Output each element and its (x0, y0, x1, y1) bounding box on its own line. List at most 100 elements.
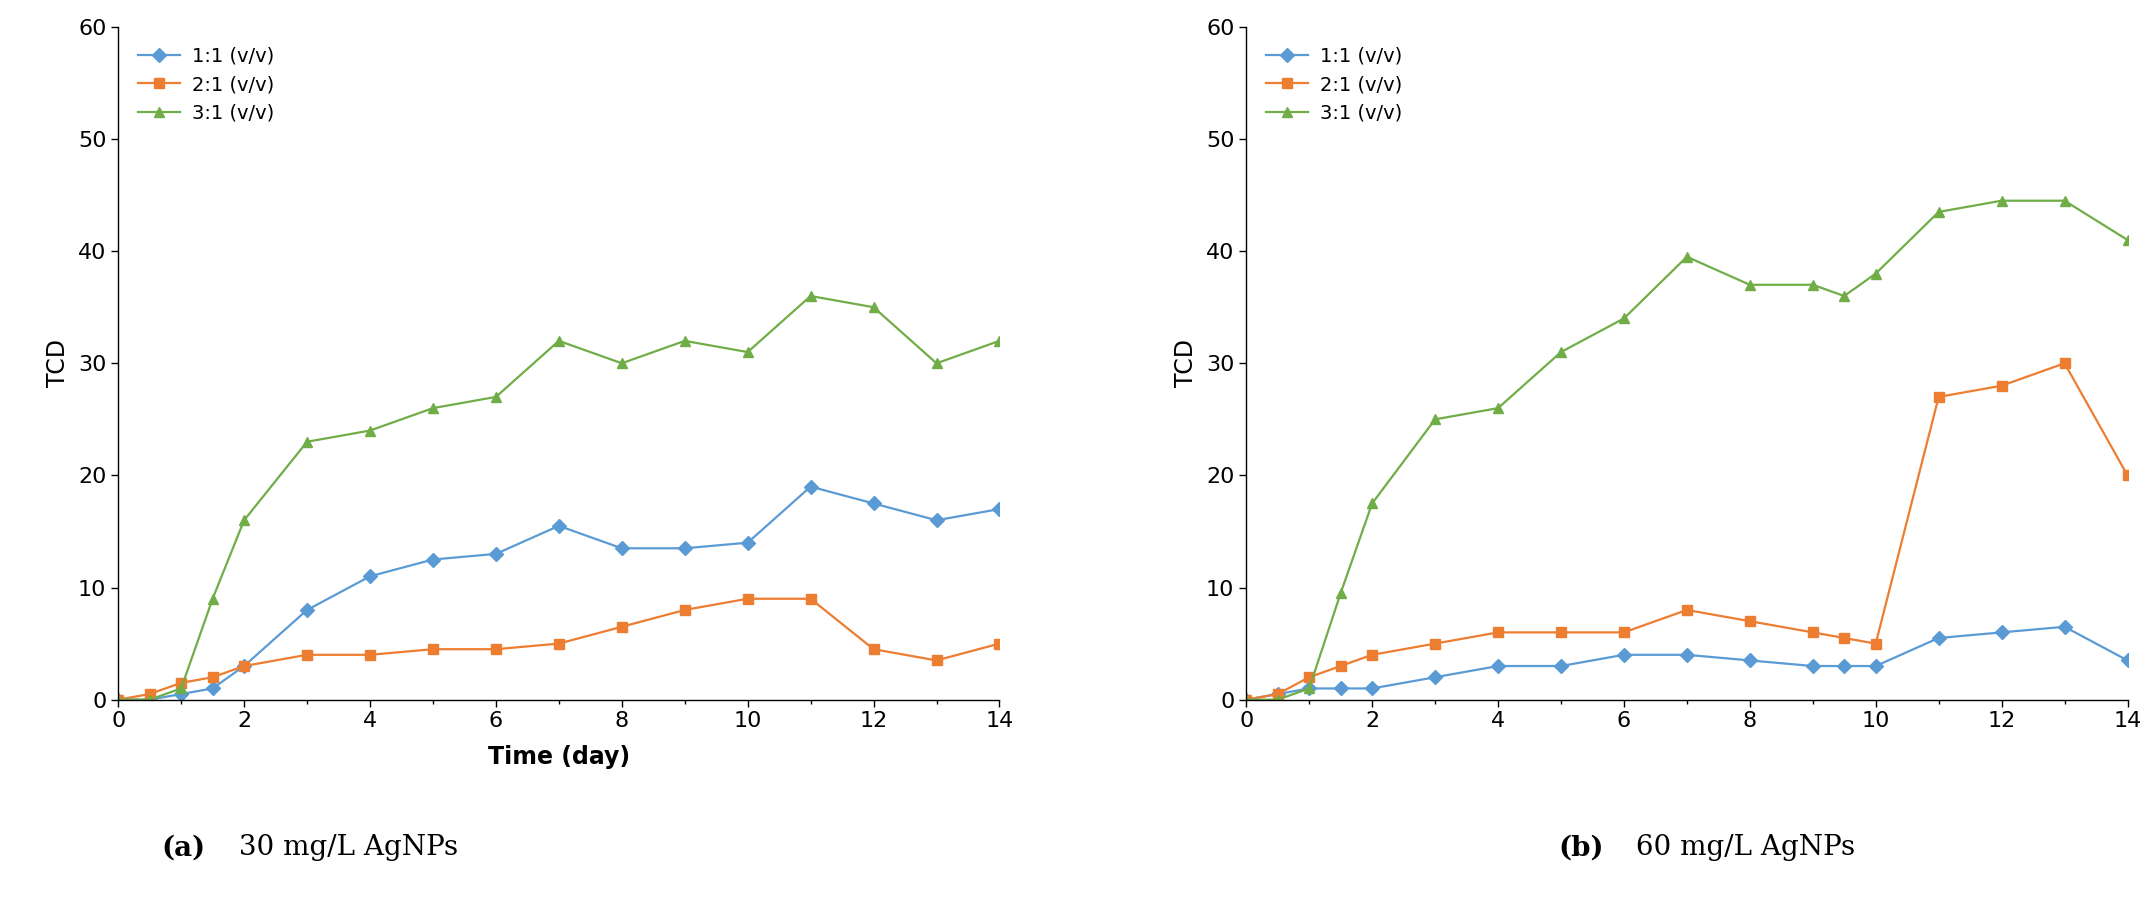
3:1 (v/v) (862, 302, 888, 313)
X-axis label: Time (day): Time (day) (488, 745, 630, 770)
3:1 (v/v) (484, 392, 509, 403)
1:1 (v/v) (1801, 660, 1827, 671)
3:1 (v/v) (1266, 694, 1292, 705)
2:1 (v/v) (546, 639, 572, 649)
2:1 (v/v) (2052, 358, 2078, 369)
1:1 (v/v) (1234, 694, 1259, 705)
1:1 (v/v) (357, 571, 383, 582)
2:1 (v/v) (1485, 627, 1511, 638)
2:1 (v/v) (357, 649, 383, 660)
2:1 (v/v) (924, 655, 950, 666)
2:1 (v/v) (1801, 627, 1827, 638)
1:1 (v/v) (862, 498, 888, 509)
2:1 (v/v) (1296, 672, 1322, 683)
2:1 (v/v) (1831, 632, 1857, 643)
3:1 (v/v) (1926, 206, 1951, 217)
2:1 (v/v) (1266, 689, 1292, 700)
1:1 (v/v) (986, 504, 1012, 515)
Y-axis label: TCD: TCD (1173, 339, 1197, 388)
3:1 (v/v) (1831, 291, 1857, 301)
2:1 (v/v) (1234, 694, 1259, 705)
Legend: 1:1 (v/v), 2:1 (v/v), 3:1 (v/v): 1:1 (v/v), 2:1 (v/v), 3:1 (v/v) (1255, 37, 1412, 133)
3:1 (v/v) (1358, 498, 1384, 509)
2:1 (v/v) (168, 677, 193, 688)
3:1 (v/v) (1801, 280, 1827, 291)
2:1 (v/v) (1612, 627, 1638, 638)
1:1 (v/v) (168, 689, 193, 700)
3:1 (v/v) (608, 358, 634, 369)
Line: 2:1 (v/v): 2:1 (v/v) (1242, 359, 2132, 704)
3:1 (v/v) (1612, 313, 1638, 324)
3:1 (v/v) (673, 335, 698, 346)
1:1 (v/v) (484, 549, 509, 560)
2:1 (v/v) (2115, 470, 2140, 481)
Line: 1:1 (v/v): 1:1 (v/v) (114, 482, 1004, 704)
2:1 (v/v) (1423, 639, 1448, 649)
3:1 (v/v) (924, 358, 950, 369)
1:1 (v/v) (608, 543, 634, 553)
1:1 (v/v) (419, 554, 445, 565)
2:1 (v/v) (735, 594, 761, 605)
2:1 (v/v) (419, 644, 445, 655)
Text: (b): (b) (1558, 834, 1603, 861)
1:1 (v/v) (797, 482, 823, 492)
3:1 (v/v) (1234, 694, 1259, 705)
1:1 (v/v) (1863, 660, 1889, 671)
1:1 (v/v) (1266, 689, 1292, 700)
1:1 (v/v) (105, 694, 131, 705)
3:1 (v/v) (1988, 196, 2014, 206)
3:1 (v/v) (2115, 235, 2140, 246)
1:1 (v/v) (1485, 660, 1511, 671)
1:1 (v/v) (294, 605, 320, 615)
Text: 30 mg/L AgNPs: 30 mg/L AgNPs (230, 834, 458, 861)
1:1 (v/v) (1736, 655, 1762, 666)
Line: 1:1 (v/v): 1:1 (v/v) (1242, 622, 2132, 704)
3:1 (v/v) (1736, 280, 1762, 291)
3:1 (v/v) (357, 425, 383, 436)
2:1 (v/v) (986, 639, 1012, 649)
3:1 (v/v) (1863, 268, 1889, 279)
1:1 (v/v) (200, 684, 226, 694)
1:1 (v/v) (1328, 684, 1354, 694)
Line: 3:1 (v/v): 3:1 (v/v) (114, 292, 1004, 704)
3:1 (v/v) (1485, 403, 1511, 414)
Text: 60 mg/L AgNPs: 60 mg/L AgNPs (1627, 834, 1855, 861)
2:1 (v/v) (1926, 392, 1951, 403)
1:1 (v/v) (1296, 684, 1322, 694)
3:1 (v/v) (105, 694, 131, 705)
1:1 (v/v) (735, 537, 761, 548)
2:1 (v/v) (200, 672, 226, 683)
3:1 (v/v) (546, 335, 572, 346)
2:1 (v/v) (1674, 605, 1700, 615)
3:1 (v/v) (986, 335, 1012, 346)
1:1 (v/v) (138, 694, 163, 705)
1:1 (v/v) (2052, 622, 2078, 632)
3:1 (v/v) (797, 291, 823, 301)
1:1 (v/v) (546, 520, 572, 531)
Legend: 1:1 (v/v), 2:1 (v/v), 3:1 (v/v): 1:1 (v/v), 2:1 (v/v), 3:1 (v/v) (129, 37, 284, 133)
1:1 (v/v) (1612, 649, 1638, 660)
2:1 (v/v) (1358, 649, 1384, 660)
2:1 (v/v) (232, 660, 258, 671)
3:1 (v/v) (1296, 684, 1322, 694)
2:1 (v/v) (105, 694, 131, 705)
2:1 (v/v) (608, 622, 634, 632)
1:1 (v/v) (1423, 672, 1448, 683)
3:1 (v/v) (2052, 196, 2078, 206)
3:1 (v/v) (1547, 347, 1573, 358)
2:1 (v/v) (797, 594, 823, 605)
2:1 (v/v) (484, 644, 509, 655)
1:1 (v/v) (673, 543, 698, 553)
Y-axis label: TCD: TCD (45, 339, 69, 388)
3:1 (v/v) (1328, 588, 1354, 598)
3:1 (v/v) (294, 437, 320, 448)
1:1 (v/v) (1674, 649, 1700, 660)
3:1 (v/v) (1423, 414, 1448, 425)
3:1 (v/v) (1674, 251, 1700, 262)
1:1 (v/v) (1547, 660, 1573, 671)
1:1 (v/v) (2115, 655, 2140, 666)
3:1 (v/v) (735, 347, 761, 358)
1:1 (v/v) (1988, 627, 2014, 638)
2:1 (v/v) (673, 605, 698, 615)
2:1 (v/v) (294, 649, 320, 660)
